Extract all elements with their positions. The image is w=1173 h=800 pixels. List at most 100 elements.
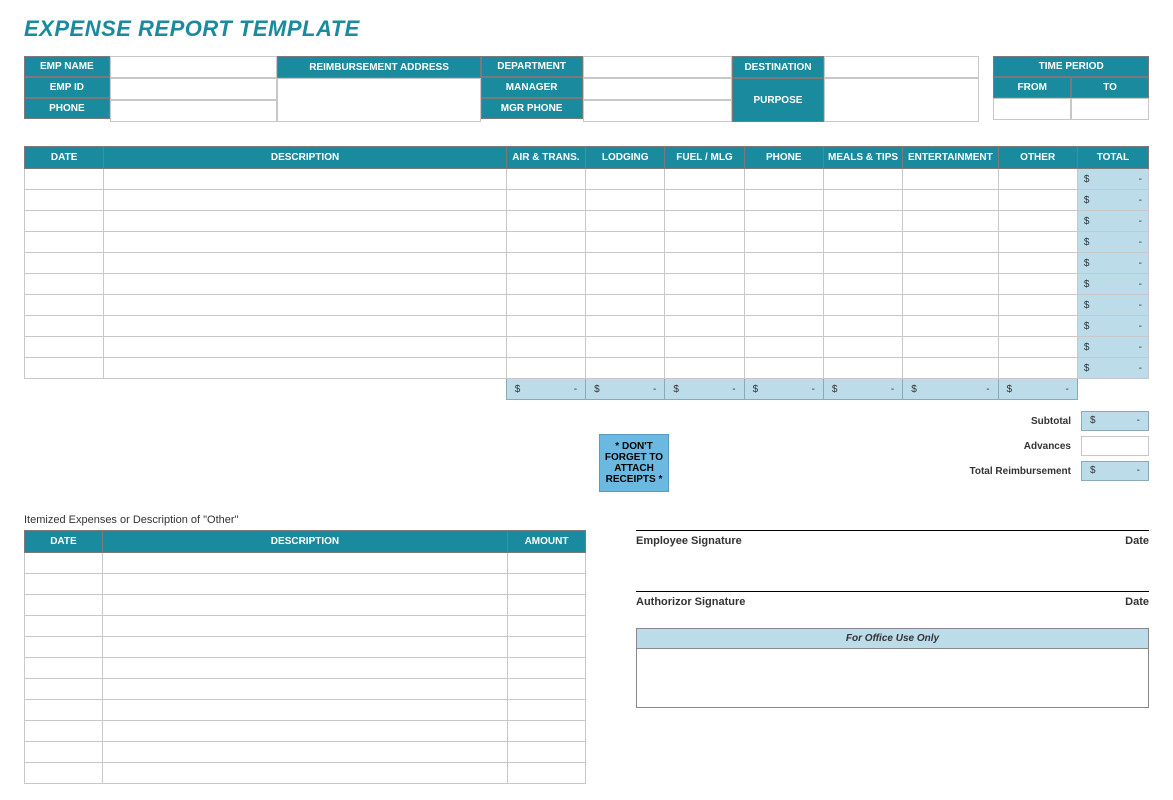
itemized-cell[interactable] <box>508 616 586 637</box>
expense-cell[interactable] <box>744 169 823 190</box>
expense-cell[interactable] <box>998 295 1077 316</box>
itemized-cell[interactable] <box>102 742 507 763</box>
emp-id-input[interactable] <box>110 78 278 100</box>
expense-cell[interactable] <box>104 358 507 379</box>
phone-input[interactable] <box>110 100 278 122</box>
expense-cell[interactable] <box>665 232 744 253</box>
expense-cell[interactable] <box>506 274 585 295</box>
expense-cell[interactable] <box>25 358 104 379</box>
expense-cell[interactable] <box>506 295 585 316</box>
expense-cell[interactable] <box>903 358 998 379</box>
expense-cell[interactable] <box>823 253 902 274</box>
expense-cell[interactable] <box>998 337 1077 358</box>
destination-input[interactable] <box>824 56 980 78</box>
expense-cell[interactable] <box>823 316 902 337</box>
expense-cell[interactable] <box>104 190 507 211</box>
expense-cell[interactable] <box>823 232 902 253</box>
expense-cell[interactable] <box>25 211 104 232</box>
expense-cell[interactable] <box>823 337 902 358</box>
expense-cell[interactable] <box>665 337 744 358</box>
expense-cell[interactable] <box>506 358 585 379</box>
expense-cell[interactable] <box>665 169 744 190</box>
expense-cell[interactable] <box>903 274 998 295</box>
expense-cell[interactable] <box>586 169 665 190</box>
itemized-cell[interactable] <box>102 637 507 658</box>
reimb-address-input[interactable] <box>277 78 480 122</box>
expense-cell[interactable] <box>586 358 665 379</box>
expense-cell[interactable] <box>665 316 744 337</box>
expense-cell[interactable] <box>586 253 665 274</box>
expense-cell[interactable] <box>586 337 665 358</box>
expense-cell[interactable] <box>823 211 902 232</box>
itemized-cell[interactable] <box>102 616 507 637</box>
expense-cell[interactable] <box>506 190 585 211</box>
expense-cell[interactable] <box>998 316 1077 337</box>
expense-cell[interactable] <box>665 295 744 316</box>
expense-cell[interactable] <box>104 337 507 358</box>
expense-cell[interactable] <box>998 274 1077 295</box>
itemized-cell[interactable] <box>25 616 103 637</box>
itemized-cell[interactable] <box>25 637 103 658</box>
itemized-cell[interactable] <box>508 595 586 616</box>
expense-cell[interactable] <box>104 274 507 295</box>
expense-cell[interactable] <box>998 211 1077 232</box>
expense-cell[interactable] <box>998 190 1077 211</box>
expense-cell[interactable] <box>665 358 744 379</box>
expense-cell[interactable] <box>903 253 998 274</box>
expense-cell[interactable] <box>25 190 104 211</box>
office-use-body[interactable] <box>637 649 1148 707</box>
expense-cell[interactable] <box>744 190 823 211</box>
expense-cell[interactable] <box>744 232 823 253</box>
expense-cell[interactable] <box>903 190 998 211</box>
expense-cell[interactable] <box>903 169 998 190</box>
expense-cell[interactable] <box>903 316 998 337</box>
expense-cell[interactable] <box>506 211 585 232</box>
itemized-cell[interactable] <box>25 763 103 784</box>
purpose-input[interactable] <box>824 78 980 122</box>
itemized-cell[interactable] <box>25 658 103 679</box>
expense-cell[interactable] <box>823 295 902 316</box>
advances-value[interactable] <box>1081 436 1149 456</box>
expense-cell[interactable] <box>903 295 998 316</box>
mgr-phone-input[interactable] <box>583 100 733 122</box>
itemized-cell[interactable] <box>25 553 103 574</box>
expense-cell[interactable] <box>25 316 104 337</box>
itemized-cell[interactable] <box>102 763 507 784</box>
expense-cell[interactable] <box>506 316 585 337</box>
expense-cell[interactable] <box>998 358 1077 379</box>
expense-cell[interactable] <box>586 232 665 253</box>
expense-cell[interactable] <box>744 337 823 358</box>
expense-cell[interactable] <box>586 274 665 295</box>
itemized-cell[interactable] <box>25 721 103 742</box>
expense-cell[interactable] <box>586 295 665 316</box>
expense-cell[interactable] <box>998 169 1077 190</box>
expense-cell[interactable] <box>25 295 104 316</box>
expense-cell[interactable] <box>104 316 507 337</box>
itemized-cell[interactable] <box>508 721 586 742</box>
itemized-cell[interactable] <box>508 658 586 679</box>
expense-cell[interactable] <box>744 274 823 295</box>
itemized-cell[interactable] <box>102 721 507 742</box>
expense-cell[interactable] <box>665 274 744 295</box>
expense-cell[interactable] <box>903 337 998 358</box>
to-input[interactable] <box>1071 98 1149 120</box>
expense-cell[interactable] <box>823 190 902 211</box>
expense-cell[interactable] <box>823 169 902 190</box>
expense-cell[interactable] <box>506 169 585 190</box>
expense-cell[interactable] <box>25 169 104 190</box>
expense-cell[interactable] <box>903 232 998 253</box>
expense-cell[interactable] <box>586 316 665 337</box>
itemized-cell[interactable] <box>508 553 586 574</box>
itemized-cell[interactable] <box>25 700 103 721</box>
itemized-cell[interactable] <box>508 763 586 784</box>
expense-cell[interactable] <box>665 253 744 274</box>
itemized-cell[interactable] <box>102 679 507 700</box>
expense-cell[interactable] <box>104 295 507 316</box>
expense-cell[interactable] <box>823 358 902 379</box>
itemized-cell[interactable] <box>508 679 586 700</box>
expense-cell[interactable] <box>506 253 585 274</box>
expense-cell[interactable] <box>998 232 1077 253</box>
expense-cell[interactable] <box>25 232 104 253</box>
expense-cell[interactable] <box>25 337 104 358</box>
expense-cell[interactable] <box>744 253 823 274</box>
